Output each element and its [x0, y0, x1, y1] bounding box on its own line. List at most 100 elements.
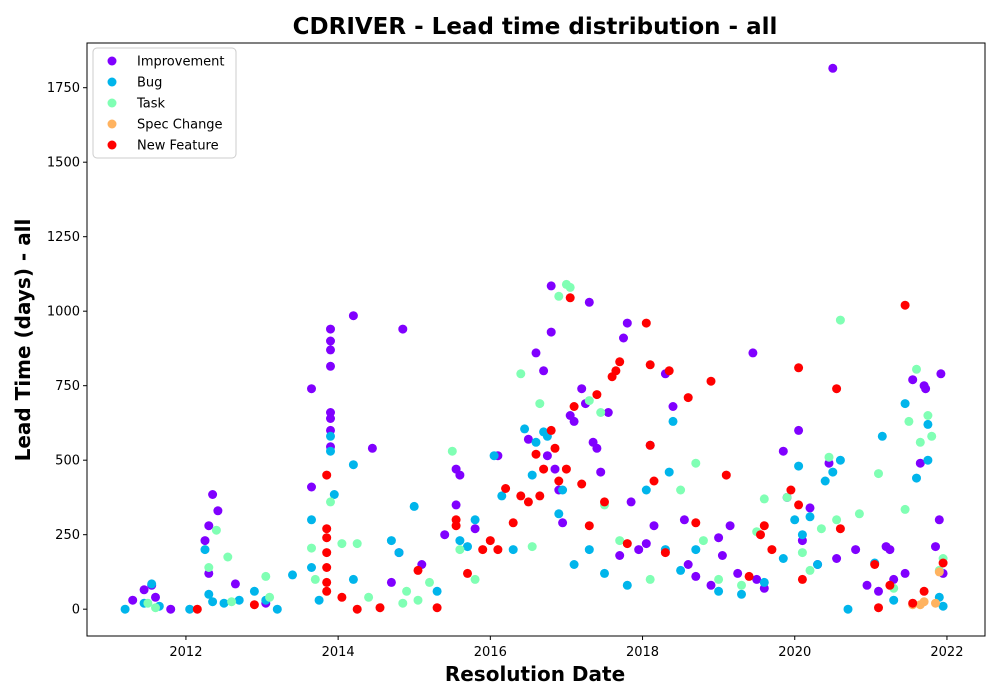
- data-point: [759, 577, 769, 587]
- data-point: [326, 497, 335, 507]
- data-point: [386, 577, 396, 587]
- data-point: [615, 551, 625, 560]
- data-point: [851, 545, 861, 555]
- data-point: [554, 291, 564, 301]
- data-point: [531, 437, 541, 447]
- data-point: [919, 586, 929, 596]
- data-point: [249, 600, 259, 610]
- data-point: [213, 506, 223, 516]
- x-tick-label: 2018: [626, 645, 659, 660]
- data-point: [778, 554, 788, 563]
- data-point: [455, 545, 465, 555]
- data-point: [645, 574, 655, 584]
- y-tick-label: 500: [55, 454, 80, 469]
- data-point: [733, 568, 743, 578]
- data-point: [622, 580, 632, 590]
- data-point: [721, 470, 731, 480]
- data-point: [288, 570, 297, 580]
- data-point: [870, 560, 880, 569]
- x-tick-label: 2014: [322, 645, 355, 660]
- data-point: [683, 393, 693, 403]
- data-point: [641, 485, 651, 495]
- data-point: [147, 579, 157, 589]
- data-point: [413, 595, 423, 605]
- data-point: [455, 470, 465, 480]
- data-point: [493, 545, 503, 555]
- data-point: [310, 574, 320, 584]
- data-point: [744, 571, 754, 581]
- data-point: [470, 524, 480, 534]
- data-point: [645, 360, 655, 370]
- data-point: [348, 311, 358, 321]
- legend-marker: [107, 56, 117, 66]
- data-point: [219, 598, 229, 608]
- data-point: [234, 595, 244, 605]
- data-point: [828, 63, 838, 73]
- data-point: [508, 545, 518, 555]
- data-point: [698, 536, 708, 546]
- data-point: [645, 440, 655, 450]
- data-point: [835, 315, 845, 325]
- data-point: [931, 598, 940, 608]
- data-point: [485, 536, 495, 546]
- data-point: [409, 501, 419, 511]
- data-point: [230, 579, 240, 589]
- data-point: [797, 530, 807, 540]
- data-point: [447, 446, 457, 456]
- data-point: [748, 348, 758, 358]
- data-point: [307, 543, 316, 553]
- data-point: [759, 494, 769, 504]
- data-point: [470, 574, 480, 584]
- data-point: [759, 521, 769, 531]
- data-point: [139, 585, 149, 595]
- data-point: [660, 548, 670, 558]
- data-point: [786, 485, 796, 495]
- data-point: [664, 366, 674, 376]
- data-point: [794, 363, 804, 373]
- data-point: [326, 446, 335, 456]
- data-point: [166, 604, 176, 614]
- data-point: [539, 464, 549, 474]
- data-point: [900, 300, 910, 310]
- data-point: [615, 536, 625, 546]
- data-point: [828, 467, 838, 477]
- legend-label: Improvement: [137, 55, 224, 70]
- data-point: [204, 589, 214, 599]
- data-point: [737, 580, 746, 590]
- data-point: [923, 455, 933, 465]
- data-point: [508, 518, 518, 528]
- data-point: [272, 604, 282, 614]
- data-point: [539, 366, 549, 376]
- data-point: [516, 491, 526, 501]
- data-point: [565, 293, 575, 303]
- x-tick-label: 2012: [169, 645, 202, 660]
- data-point: [546, 327, 556, 337]
- data-point: [463, 568, 472, 578]
- data-point: [520, 424, 530, 434]
- data-point: [938, 601, 948, 611]
- data-point: [569, 560, 579, 569]
- data-point: [691, 545, 701, 555]
- series-new-feature: [192, 293, 948, 614]
- data-point: [565, 282, 575, 292]
- x-tick-label: 2016: [474, 645, 507, 660]
- data-point: [936, 369, 946, 379]
- data-point: [622, 539, 632, 549]
- data-point: [337, 592, 347, 602]
- data-point: [558, 518, 568, 528]
- data-point: [767, 545, 777, 555]
- data-point: [531, 348, 541, 358]
- data-point: [584, 297, 594, 307]
- legend-label: Bug: [137, 76, 162, 91]
- data-point: [497, 491, 507, 501]
- data-point: [200, 536, 210, 546]
- data-point: [622, 318, 632, 328]
- data-point: [463, 542, 472, 552]
- y-tick-label: 1500: [47, 156, 80, 171]
- data-point: [326, 324, 335, 334]
- data-point: [854, 509, 864, 519]
- data-point: [322, 533, 332, 543]
- data-point: [577, 479, 587, 489]
- data-point: [737, 589, 746, 599]
- data-point: [531, 449, 541, 459]
